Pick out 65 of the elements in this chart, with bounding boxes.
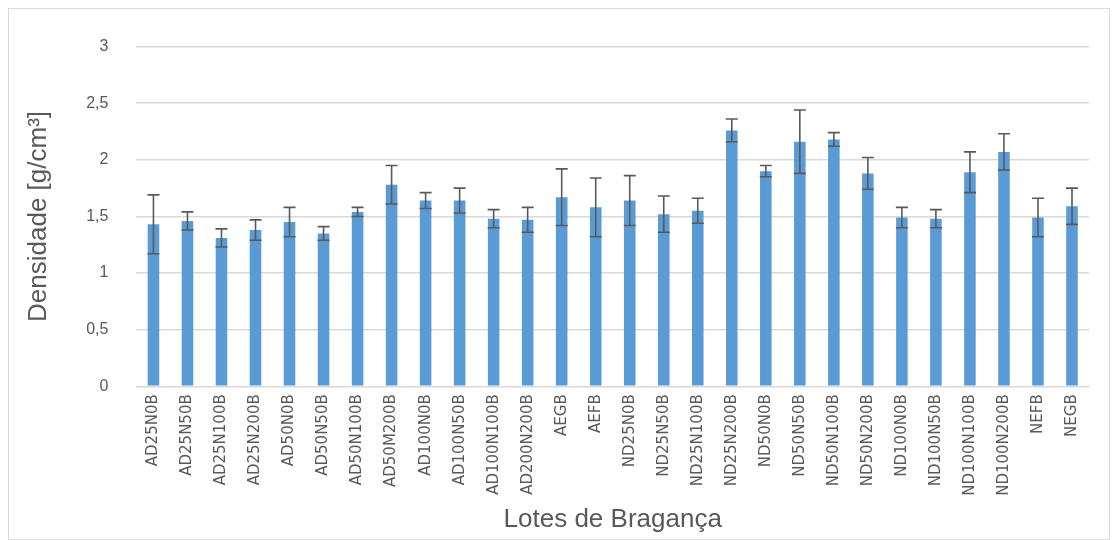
bar [181,220,194,386]
bar [521,219,534,386]
x-tick-label: ND50N100B [823,394,842,487]
bar [419,200,432,386]
x-tick-label: AD25N200B [245,394,264,486]
x-tick-label: AD100N100B [483,394,502,495]
x-tick-label: AD25N50B [177,394,196,476]
x-tick-label: AD200N200B [517,394,536,495]
x-tick-label: ND50N200B [857,394,876,487]
x-tick-label: ND25N0B [619,394,638,468]
bar [726,130,738,386]
bar [317,233,330,386]
x-axis-title: Lotes de Bragança [503,502,723,533]
x-tick-label: AEFB [585,394,604,433]
bar [453,200,466,386]
y-tick-label: 0,5 [86,320,109,338]
bar [794,141,806,386]
x-tick-label: AD100N50B [449,394,468,486]
bar [657,214,670,386]
x-tick-label: ND100N200B [993,394,1012,496]
y-axis-title: Densidade [g/cm³] [21,110,52,322]
x-tick-label: ND25N100B [687,394,706,487]
bar [691,210,704,386]
bar [589,207,602,386]
bar [487,218,500,386]
bar [930,218,942,386]
x-tick-label: ND100N0B [891,394,910,477]
y-tick-label: 1,5 [86,206,109,224]
x-tick-label: AD50M200B [381,394,400,488]
bar [351,211,364,386]
y-tick-label: 1 [99,263,109,281]
bar [215,237,228,386]
x-tick-label: ND50N0B [755,394,774,468]
x-tick-label: AEGB [551,394,570,436]
x-tick-label: NEFB [1027,394,1046,434]
bar [998,151,1010,386]
bar [555,197,568,386]
x-tick-label: NEGB [1061,394,1080,437]
x-tick-label: ND25N200B [721,394,740,487]
bar [385,184,398,386]
x-tick-label: AD25N0B [143,394,162,467]
bar [1032,217,1044,386]
bar [896,217,908,386]
y-tick-label: 0 [99,376,109,394]
x-tick-label: ND100N50B [925,394,944,487]
x-tick-label: ND25N50B [653,394,672,477]
x-tick-label: ND50N50B [789,394,808,477]
y-tick-label: 3 [99,37,109,55]
bar [283,222,296,386]
bar [760,171,772,386]
y-tick-label: 2 [99,150,109,168]
bar [623,200,636,386]
y-tick-label: 2,5 [86,93,109,111]
x-tick-label: ND100N100B [959,394,978,496]
bar [147,224,160,386]
x-tick-label: AD50N100B [347,394,366,486]
x-tick-label: AD50N0B [279,394,298,467]
bar [249,230,262,386]
x-tick-label: AD25N100B [211,394,230,486]
bar [862,173,874,386]
bar [964,172,976,386]
x-tick-label: AD50N50B [313,394,332,476]
bar [1066,206,1078,386]
bar [828,139,840,386]
x-tick-label: AD100N0B [415,394,434,476]
